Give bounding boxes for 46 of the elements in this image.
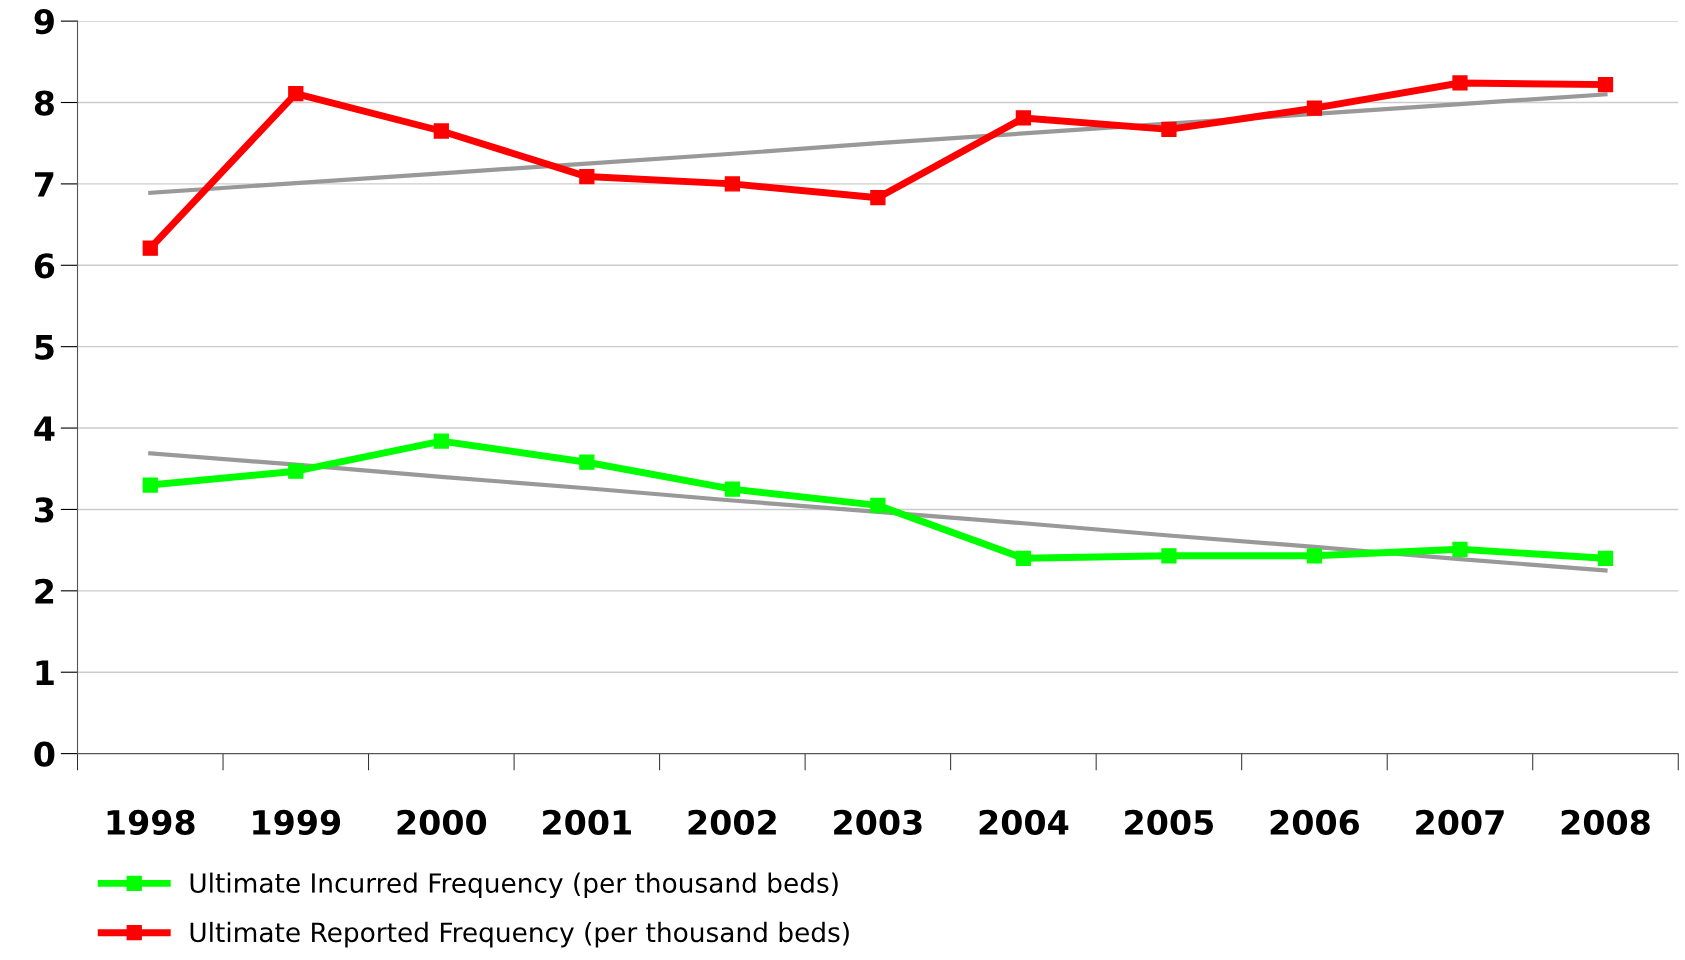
y-tick-label: 9 bbox=[34, 9, 54, 35]
x-tick-label: 2008 bbox=[1561, 809, 1650, 835]
y-tick-label: 5 bbox=[35, 335, 54, 360]
y-tick-label: 3 bbox=[35, 497, 54, 523]
point bbox=[1306, 100, 1323, 116]
legend-label: Ultimate Incurred Frequency (per thousand beds) bbox=[190, 872, 838, 899]
x-tick-label: 2003 bbox=[834, 809, 922, 835]
y-tick-label: 0 bbox=[34, 741, 55, 767]
y-tick-label: 7 bbox=[35, 172, 54, 197]
point bbox=[1161, 121, 1177, 138]
point bbox=[142, 240, 158, 256]
point bbox=[1015, 110, 1032, 126]
point bbox=[1597, 76, 1614, 93]
x-tick-label: 1999 bbox=[253, 809, 341, 835]
y-tick-label: 8 bbox=[34, 90, 54, 116]
point bbox=[579, 454, 595, 470]
point bbox=[870, 190, 886, 206]
point bbox=[1452, 75, 1468, 91]
x-tick-label: 2000 bbox=[397, 809, 487, 835]
point bbox=[1597, 550, 1614, 566]
point bbox=[724, 176, 741, 192]
point bbox=[288, 463, 304, 479]
point bbox=[433, 433, 449, 449]
y-tick-label: 2 bbox=[35, 578, 54, 604]
y-tick-label: 4 bbox=[34, 416, 55, 441]
legend-label: Ultimate Reported Frequency (per thousand beds) bbox=[190, 921, 849, 948]
x-tick-label: 2001 bbox=[543, 809, 631, 835]
point bbox=[1015, 550, 1032, 566]
point bbox=[1161, 548, 1177, 564]
point bbox=[142, 477, 158, 493]
x-tick-label: 2006 bbox=[1270, 809, 1360, 835]
line-series bbox=[148, 451, 1608, 573]
y-tick-label: 6 bbox=[34, 253, 55, 279]
point bbox=[1306, 548, 1323, 564]
x-tick-label: 2007 bbox=[1416, 809, 1504, 835]
point bbox=[1452, 541, 1468, 557]
point bbox=[433, 123, 449, 139]
x-tick-label: 1998 bbox=[107, 809, 195, 835]
point bbox=[288, 85, 304, 102]
y-tick-label: 1 bbox=[36, 660, 54, 685]
x-tick-label: 2004 bbox=[979, 809, 1069, 835]
x-tick-label: 2002 bbox=[688, 809, 776, 835]
x-tick-label: 2005 bbox=[1125, 809, 1213, 835]
point bbox=[870, 497, 886, 514]
point bbox=[724, 481, 741, 497]
point bbox=[579, 168, 595, 185]
